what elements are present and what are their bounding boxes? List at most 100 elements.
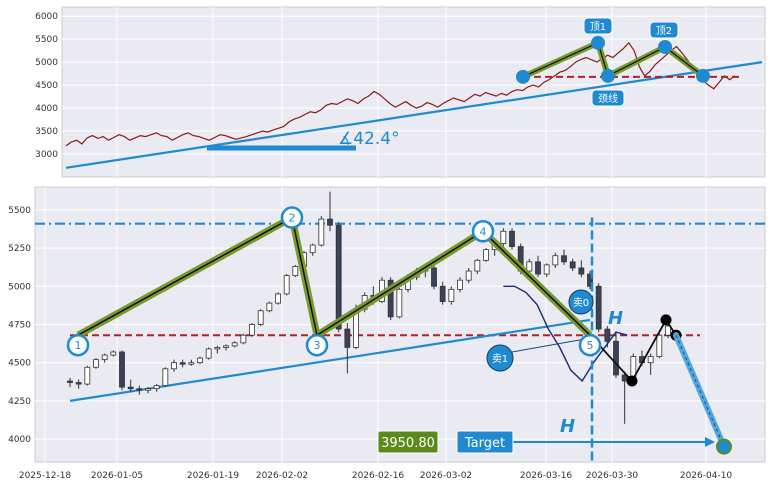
candle-body: [561, 255, 567, 263]
main-y-tick-label: 5500: [8, 206, 31, 216]
candle-body: [387, 279, 394, 318]
pattern-point-label: 3: [314, 339, 321, 352]
x-tick-label: 2026-03-16: [520, 471, 573, 481]
candle-body: [604, 328, 611, 342]
candle-body: [543, 264, 550, 275]
candle-body: [457, 279, 463, 290]
candle-body: [119, 351, 125, 388]
candle-body: [162, 368, 169, 387]
overview-pattern-marker: [601, 68, 615, 83]
overview-content: [65, 35, 763, 169]
candle-body: [552, 255, 559, 266]
breakout-path: [589, 318, 677, 383]
main-y-tick-label: 4500: [8, 359, 31, 369]
overview-y-tick-label: 5000: [35, 58, 58, 68]
candle-body: [75, 382, 82, 385]
candle-body: [145, 388, 151, 391]
target-box: Target: [456, 430, 514, 454]
candle-body: [439, 285, 446, 302]
candle-body: [275, 293, 281, 304]
target-value-text: 3950.80: [381, 436, 435, 451]
candle-body: [509, 230, 515, 247]
axis-labels: 3000350040004500500055006000400042504500…: [8, 12, 732, 481]
angle-label: ∡42.4°: [338, 129, 400, 149]
candle-body: [474, 259, 481, 272]
candle-body: [500, 230, 507, 244]
candle-body: [249, 324, 255, 336]
top1-bubble: 顶1: [583, 17, 613, 35]
overview-y-tick-label: 3500: [35, 127, 58, 137]
candle-body: [257, 310, 264, 325]
sell1-bubble: 卖1: [486, 344, 514, 372]
overview-price-line: [65, 41, 736, 147]
candle-body: [665, 325, 671, 336]
main-y-tick-label: 5250: [8, 244, 31, 254]
top2-label: 顶2: [656, 25, 672, 37]
main-y-tick-label: 5000: [8, 282, 31, 292]
main-grid: [35, 187, 765, 462]
main-y-tick-label: 4750: [8, 321, 31, 331]
candle-body: [448, 288, 455, 302]
overview-pattern-marker: [516, 69, 530, 84]
candle-body: [110, 351, 117, 356]
candle-body: [153, 385, 160, 390]
candle-body: [205, 348, 212, 359]
target-value-box: 3950.80: [377, 430, 439, 454]
projection-arrow-dash: [675, 334, 725, 447]
candle-body: [292, 266, 299, 277]
candle-body: [93, 359, 99, 368]
pattern-point-label: 2: [289, 212, 296, 225]
pattern-point-label: 1: [75, 339, 82, 352]
candle-body: [335, 224, 342, 330]
candle-body: [431, 267, 437, 287]
candle-body: [223, 345, 229, 348]
overview-y-tick-label: 6000: [35, 12, 58, 22]
pattern-point-marker: [305, 333, 329, 357]
candle-body: [327, 218, 333, 226]
candle-body: [535, 261, 541, 275]
candle-body: [578, 267, 585, 275]
candle-body: [647, 356, 654, 364]
h-label-lower: H: [560, 416, 575, 437]
overview-y-tick-label: 3000: [35, 150, 58, 160]
x-tick-label: 2026-03-02: [420, 471, 472, 481]
candle-body: [84, 366, 91, 385]
sell1-pointer: [511, 338, 586, 353]
sell0-label: 卖0: [573, 297, 589, 309]
candle-body: [266, 302, 273, 312]
overview-y-tick-label: 5500: [35, 35, 58, 45]
target-marker: [716, 438, 732, 455]
x-tick-label: 2026-02-16: [352, 471, 405, 481]
candle-body: [396, 288, 403, 318]
candle-body: [595, 285, 602, 330]
candle-body: [465, 270, 472, 281]
x-tick-label: 2026-03-30: [586, 471, 639, 481]
breakout-marker: [660, 314, 672, 326]
x-tick-label: 2026-01-19: [187, 471, 240, 481]
sell1-label: 卖1: [492, 353, 508, 365]
overview-pattern-marker: [658, 39, 672, 54]
candle-body: [621, 374, 628, 382]
candle-body: [101, 354, 108, 361]
pattern-point-marker: [471, 220, 495, 243]
candle-body: [171, 362, 177, 370]
candle-body: [136, 388, 143, 391]
overview-grid: [44, 7, 765, 177]
breakout-marker: [626, 375, 638, 387]
candle-body: [483, 249, 489, 261]
pattern-point-marker: [578, 333, 602, 357]
candle-body: [318, 218, 325, 246]
candle-body: [179, 362, 186, 365]
overlay-line: [503, 285, 628, 383]
top1-label: 顶1: [590, 21, 606, 33]
sell0-bubble: 卖0: [568, 289, 594, 315]
overview-trendline: [65, 61, 763, 169]
candle-body: [587, 273, 593, 287]
target-arrow-head: [705, 437, 715, 447]
candle-body: [283, 275, 290, 295]
candle-body: [240, 334, 247, 344]
candle-body: [188, 362, 195, 365]
candle-body: [526, 261, 533, 272]
